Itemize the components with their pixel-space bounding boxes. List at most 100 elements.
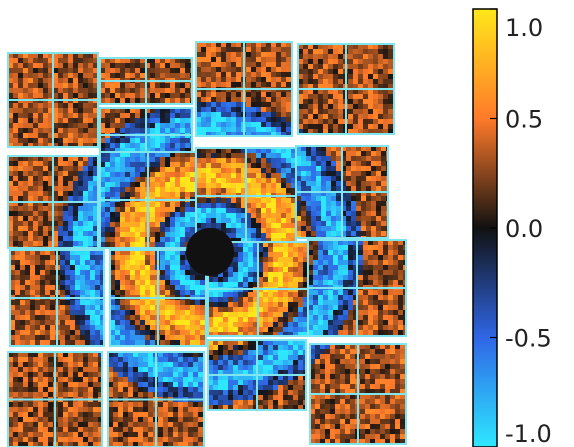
heatmap-cell: [165, 217, 171, 223]
heatmap-cell: [120, 232, 126, 238]
heatmap-cell: [190, 340, 196, 346]
heatmap-cell: [206, 178, 212, 184]
heatmap-cell: [170, 123, 176, 129]
heatmap-cell: [266, 198, 272, 204]
heatmap-cell: [30, 300, 36, 306]
heatmap-cell: [196, 92, 202, 98]
heatmap-cell: [271, 82, 277, 88]
heatmap-cell: [73, 362, 79, 368]
heatmap-cell: [351, 216, 357, 222]
heatmap-cell: [135, 320, 141, 326]
heatmap-cell: [185, 212, 191, 218]
heatmap-cell: [251, 77, 257, 83]
heatmap-cell: [251, 203, 257, 209]
heatmap-cell: [366, 226, 372, 232]
heatmap-cell: [135, 152, 141, 158]
heatmap-cell: [218, 307, 224, 313]
heatmap-cell: [353, 305, 359, 311]
heatmap-cell: [216, 208, 222, 214]
heatmap-cell: [276, 203, 282, 209]
heatmap-cell: [145, 123, 151, 129]
heatmap-cell: [383, 89, 389, 95]
heatmap-cell: [361, 186, 367, 192]
heatmap-cell: [383, 290, 389, 296]
heatmap-cell: [201, 122, 207, 128]
heatmap-cell: [115, 182, 121, 188]
heatmap-cell: [78, 58, 84, 64]
heatmap-cell: [308, 255, 314, 261]
heatmap-cell: [70, 280, 76, 286]
heatmap-cell: [271, 233, 277, 239]
heatmap-cell: [48, 422, 54, 428]
heatmap-cell: [28, 171, 34, 177]
heatmap-cell: [135, 83, 141, 89]
heatmap-cell: [338, 114, 344, 120]
heatmap-cell: [83, 357, 89, 363]
heatmap-cell: [353, 114, 359, 120]
heatmap-cell: [338, 305, 344, 311]
heatmap-cell: [130, 335, 136, 341]
heatmap-cell: [18, 103, 24, 109]
heatmap-cell: [25, 310, 31, 316]
heatmap-cell: [170, 118, 176, 124]
heatmap-cell: [266, 153, 272, 159]
heatmap-cell: [68, 103, 74, 109]
heatmap-cell: [266, 238, 272, 244]
heatmap-cell: [68, 216, 74, 222]
heatmap-cell: [175, 192, 181, 198]
heatmap-cell: [23, 143, 29, 148]
heatmap-cell: [95, 285, 101, 291]
heatmap-cell: [233, 247, 239, 253]
heatmap-cell: [175, 157, 181, 163]
heatmap-cell: [271, 122, 277, 128]
heatmap-cell: [323, 89, 329, 95]
heatmap-cell: [298, 84, 304, 90]
heatmap-cell: [331, 211, 337, 217]
heatmap-cell: [328, 124, 334, 130]
heatmap-cell: [73, 241, 79, 247]
heatmap-cell: [160, 260, 166, 266]
heatmap-cell: [175, 202, 181, 208]
heatmap-cell: [100, 182, 106, 188]
heatmap-cell: [301, 186, 307, 192]
heatmap-cell: [135, 123, 141, 129]
heatmap-cell: [130, 58, 136, 64]
heatmap-cell: [323, 94, 329, 100]
detector-panel: [195, 147, 297, 245]
heatmap-cell: [358, 94, 364, 100]
heatmap-cell: [98, 372, 103, 378]
heatmap-cell: [88, 362, 94, 368]
heatmap-cell: [40, 325, 46, 331]
heatmap-cell: [8, 58, 14, 64]
heatmap-cell: [261, 238, 267, 244]
heatmap-cell: [110, 113, 116, 119]
heatmap-cell: [125, 320, 131, 326]
heatmap-cell: [163, 357, 169, 363]
heatmap-cell: [93, 166, 99, 172]
heatmap-cell: [93, 196, 99, 202]
heatmap-cell: [65, 280, 71, 286]
heatmap-cell: [363, 129, 369, 135]
heatmap-cell: [233, 297, 239, 303]
heatmap-cell: [50, 285, 56, 291]
heatmap-cell: [15, 310, 21, 316]
heatmap-cell: [33, 83, 39, 89]
heatmap-cell: [105, 88, 111, 94]
heatmap-cell: [98, 402, 103, 408]
heatmap-cell: [278, 282, 284, 288]
heatmap-cell: [195, 280, 201, 286]
detector-panel: [9, 249, 105, 347]
heatmap-cell: [216, 213, 222, 219]
heatmap-cell: [241, 223, 247, 229]
heatmap-cell: [231, 173, 237, 179]
heatmap-cell: [388, 250, 394, 256]
heatmap-cell: [261, 228, 267, 234]
heatmap-cell: [150, 182, 156, 188]
heatmap-cell: [125, 305, 131, 311]
heatmap-cell: [13, 417, 19, 423]
heatmap-cell: [135, 172, 141, 178]
heatmap-cell: [376, 161, 382, 167]
heatmap-cell: [363, 300, 369, 306]
heatmap-cell: [23, 161, 29, 167]
heatmap-cell: [378, 255, 384, 261]
